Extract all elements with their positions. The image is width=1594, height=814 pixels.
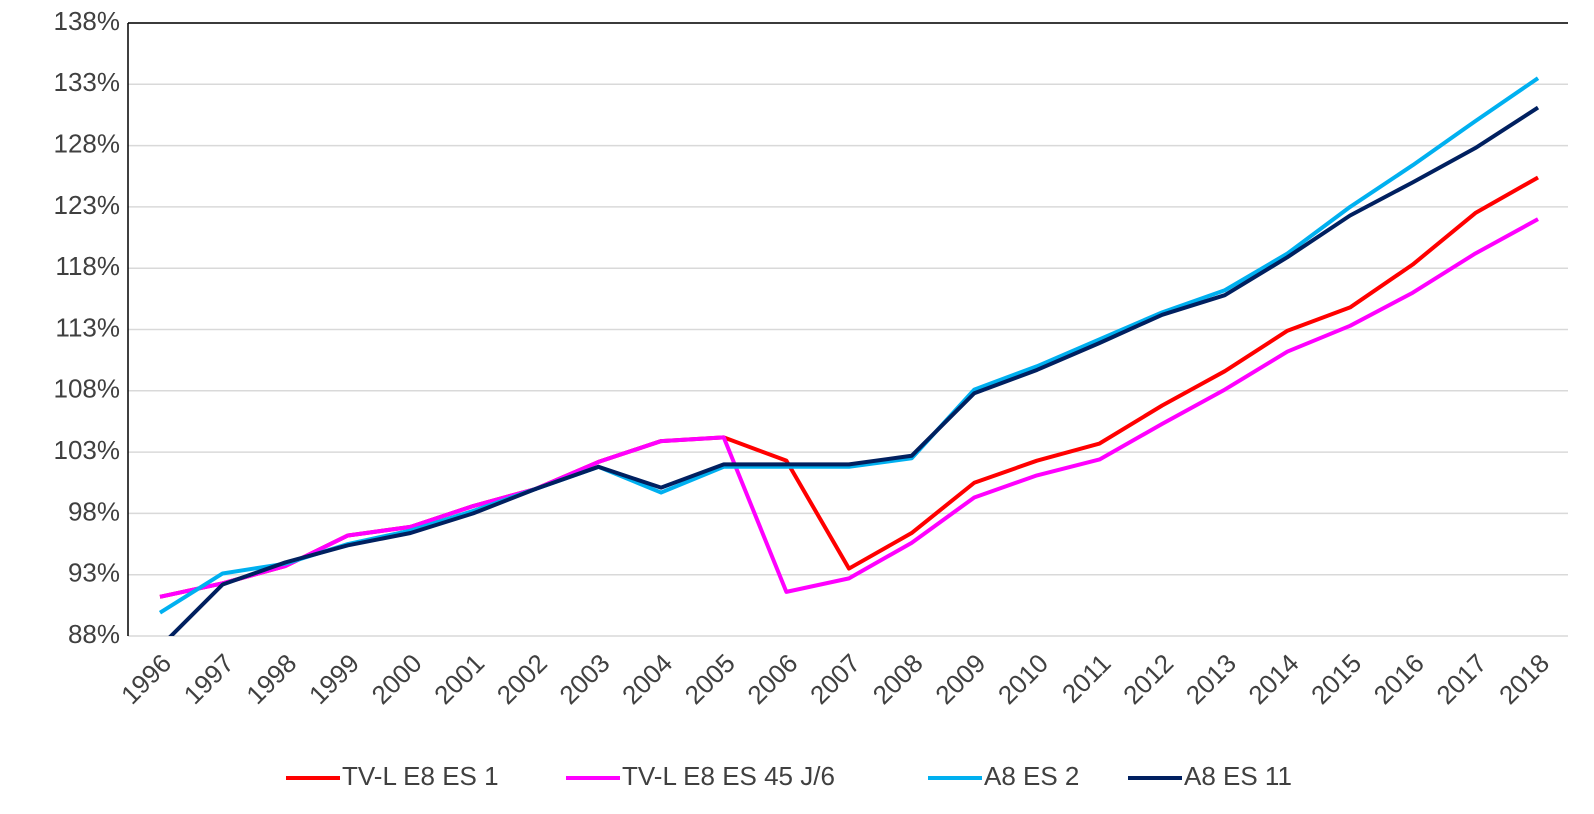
x-tick-label: 2002 [491, 648, 553, 710]
x-tick-label: 2013 [1180, 648, 1242, 710]
series-line [158, 76, 1540, 615]
x-tick-label: 2003 [553, 648, 615, 710]
series-line [159, 217, 1539, 599]
x-tick-label: 2014 [1242, 648, 1304, 710]
x-tick-label: 1999 [303, 648, 365, 710]
y-tick-label: 133% [54, 67, 121, 97]
plot-area [158, 76, 1540, 636]
x-tick-label: 2004 [616, 648, 678, 710]
y-tick-label: 98% [68, 496, 120, 526]
x-tick-label: 2015 [1305, 648, 1367, 710]
x-tick-label: 2010 [992, 648, 1054, 710]
legend-label: A8 ES 11 [1184, 761, 1292, 791]
y-tick-label: 88% [68, 619, 120, 649]
y-tick-label: 138% [54, 6, 121, 36]
x-tick-label: 2017 [1430, 648, 1492, 710]
x-tick-label: 2016 [1368, 648, 1430, 710]
x-tick-label: 2009 [929, 648, 991, 710]
x-tick-label: 2005 [679, 648, 741, 710]
x-tick-label: 2018 [1493, 648, 1555, 710]
y-tick-label: 103% [54, 435, 121, 465]
x-tick-label: 1996 [115, 648, 177, 710]
y-tick-label: 123% [54, 190, 121, 220]
x-tick-label: 1997 [178, 648, 240, 710]
legend-label: TV-L E8 ES 45 J/6 [622, 761, 835, 791]
x-tick-label: 2011 [1056, 648, 1117, 709]
legend-label: A8 ES 2 [984, 761, 1079, 791]
x-tick-label: 2012 [1117, 648, 1179, 710]
y-tick-label: 118% [55, 251, 120, 281]
x-tick-label: 2008 [867, 648, 929, 710]
x-tick-label: 1998 [240, 648, 302, 710]
x-tick-label: 2000 [366, 648, 428, 710]
y-tick-label: 128% [54, 128, 121, 158]
x-tick-label: 2006 [741, 648, 803, 710]
x-tick-label: 2007 [804, 648, 866, 710]
x-tick-label: 2001 [428, 648, 490, 710]
series-line [168, 105, 1540, 636]
y-tick-label: 108% [54, 374, 121, 404]
legend-label: TV-L E8 ES 1 [342, 761, 499, 791]
y-tick-label: 93% [68, 558, 120, 588]
y-tick-label: 113% [55, 312, 120, 342]
